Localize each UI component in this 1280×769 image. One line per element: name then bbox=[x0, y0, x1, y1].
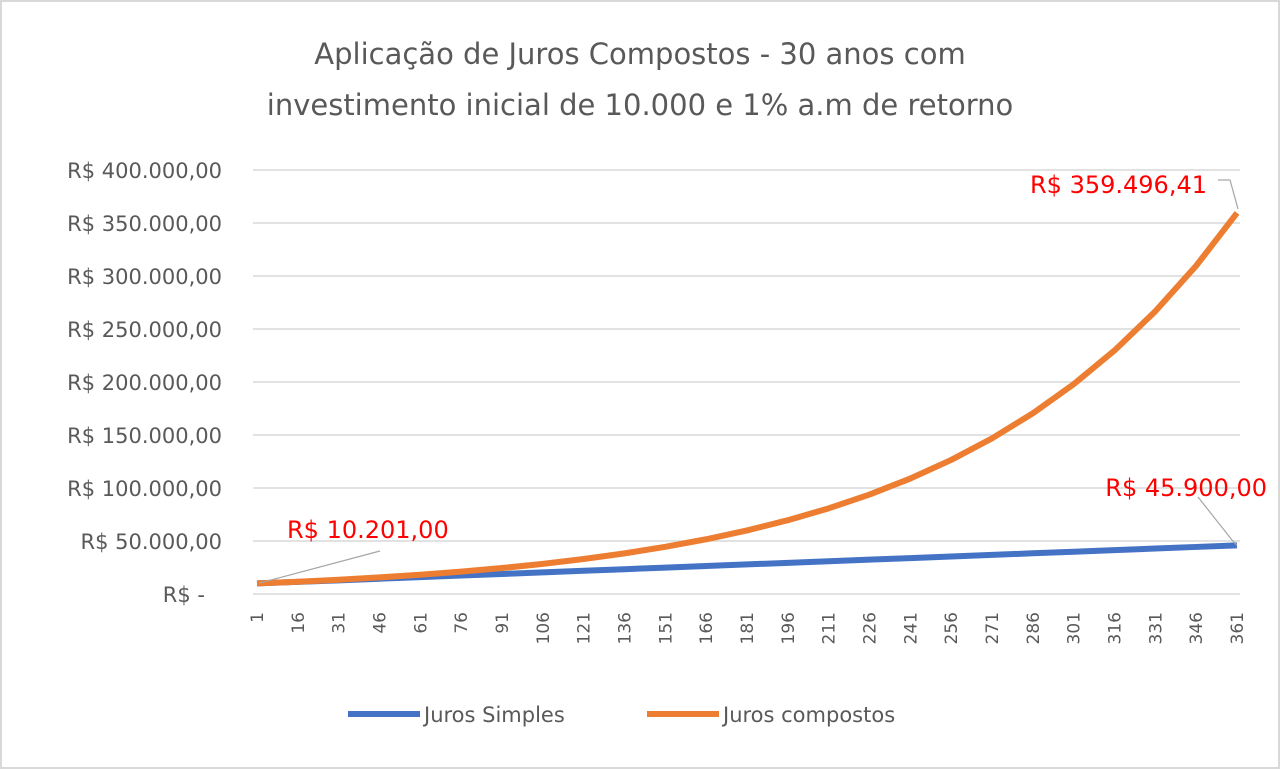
y-tick-label: R$ 200.000,00 bbox=[67, 371, 222, 395]
data-label: R$ 10.201,00 bbox=[287, 516, 449, 544]
y-tick-label: R$ 250.000,00 bbox=[67, 318, 222, 342]
y-tick-label: R$ 100.000,00 bbox=[67, 477, 222, 501]
x-tick-label: 136 bbox=[616, 612, 636, 644]
x-tick-label: 151 bbox=[656, 612, 676, 644]
x-tick-label: 241 bbox=[901, 612, 921, 644]
x-tick-label: 31 bbox=[330, 612, 350, 634]
x-tick-label: 196 bbox=[779, 612, 799, 644]
x-tick-label: 271 bbox=[983, 612, 1003, 644]
legend-label: Juros compostos bbox=[721, 703, 895, 727]
x-tick-label: 76 bbox=[452, 612, 472, 634]
chart-title-line-2: investimento inicial de 10.000 e 1% a.m … bbox=[267, 88, 1013, 122]
y-tick-label: R$ 150.000,00 bbox=[67, 424, 222, 448]
series-line-juros-compostos bbox=[256, 211, 1240, 587]
x-tick-label: 91 bbox=[493, 612, 513, 634]
leader-line bbox=[258, 550, 381, 584]
x-tick-label: 61 bbox=[411, 612, 431, 634]
x-tick-label: 316 bbox=[1106, 612, 1126, 644]
x-tick-label: 301 bbox=[1065, 612, 1085, 644]
x-tick-label: 121 bbox=[575, 612, 595, 644]
y-tick-label: R$ 350.000,00 bbox=[67, 212, 222, 236]
y-tick-label: R$ 300.000,00 bbox=[67, 265, 222, 289]
leader-line bbox=[1197, 496, 1238, 546]
x-tick-label: 211 bbox=[820, 612, 840, 644]
x-tick-label: 256 bbox=[942, 612, 962, 644]
x-tick-label: 346 bbox=[1187, 612, 1207, 644]
y-tick-label: R$ - bbox=[163, 583, 205, 607]
x-tick-label: 1 bbox=[248, 612, 268, 623]
x-tick-label: 46 bbox=[371, 612, 391, 634]
x-tick-label: 331 bbox=[1146, 612, 1166, 644]
x-tick-label: 226 bbox=[861, 612, 881, 644]
y-tick-label: R$ 50.000,00 bbox=[80, 530, 222, 554]
data-label: R$ 359.496,41 bbox=[1030, 171, 1207, 199]
leader-line bbox=[1218, 179, 1239, 210]
x-tick-label: 16 bbox=[289, 612, 309, 634]
x-tick-label: 166 bbox=[697, 612, 717, 644]
legend-label: Juros Simples bbox=[422, 703, 565, 727]
x-tick-label: 286 bbox=[1024, 612, 1044, 644]
x-tick-label: 106 bbox=[534, 612, 554, 644]
data-label: R$ 45.900,00 bbox=[1105, 474, 1267, 502]
y-tick-label: R$ 400.000,00 bbox=[67, 159, 222, 183]
x-tick-label: 361 bbox=[1228, 612, 1248, 644]
x-tick-label: 181 bbox=[738, 612, 758, 644]
chart-title-line-1: Aplicação de Juros Compostos - 30 anos c… bbox=[314, 37, 965, 71]
